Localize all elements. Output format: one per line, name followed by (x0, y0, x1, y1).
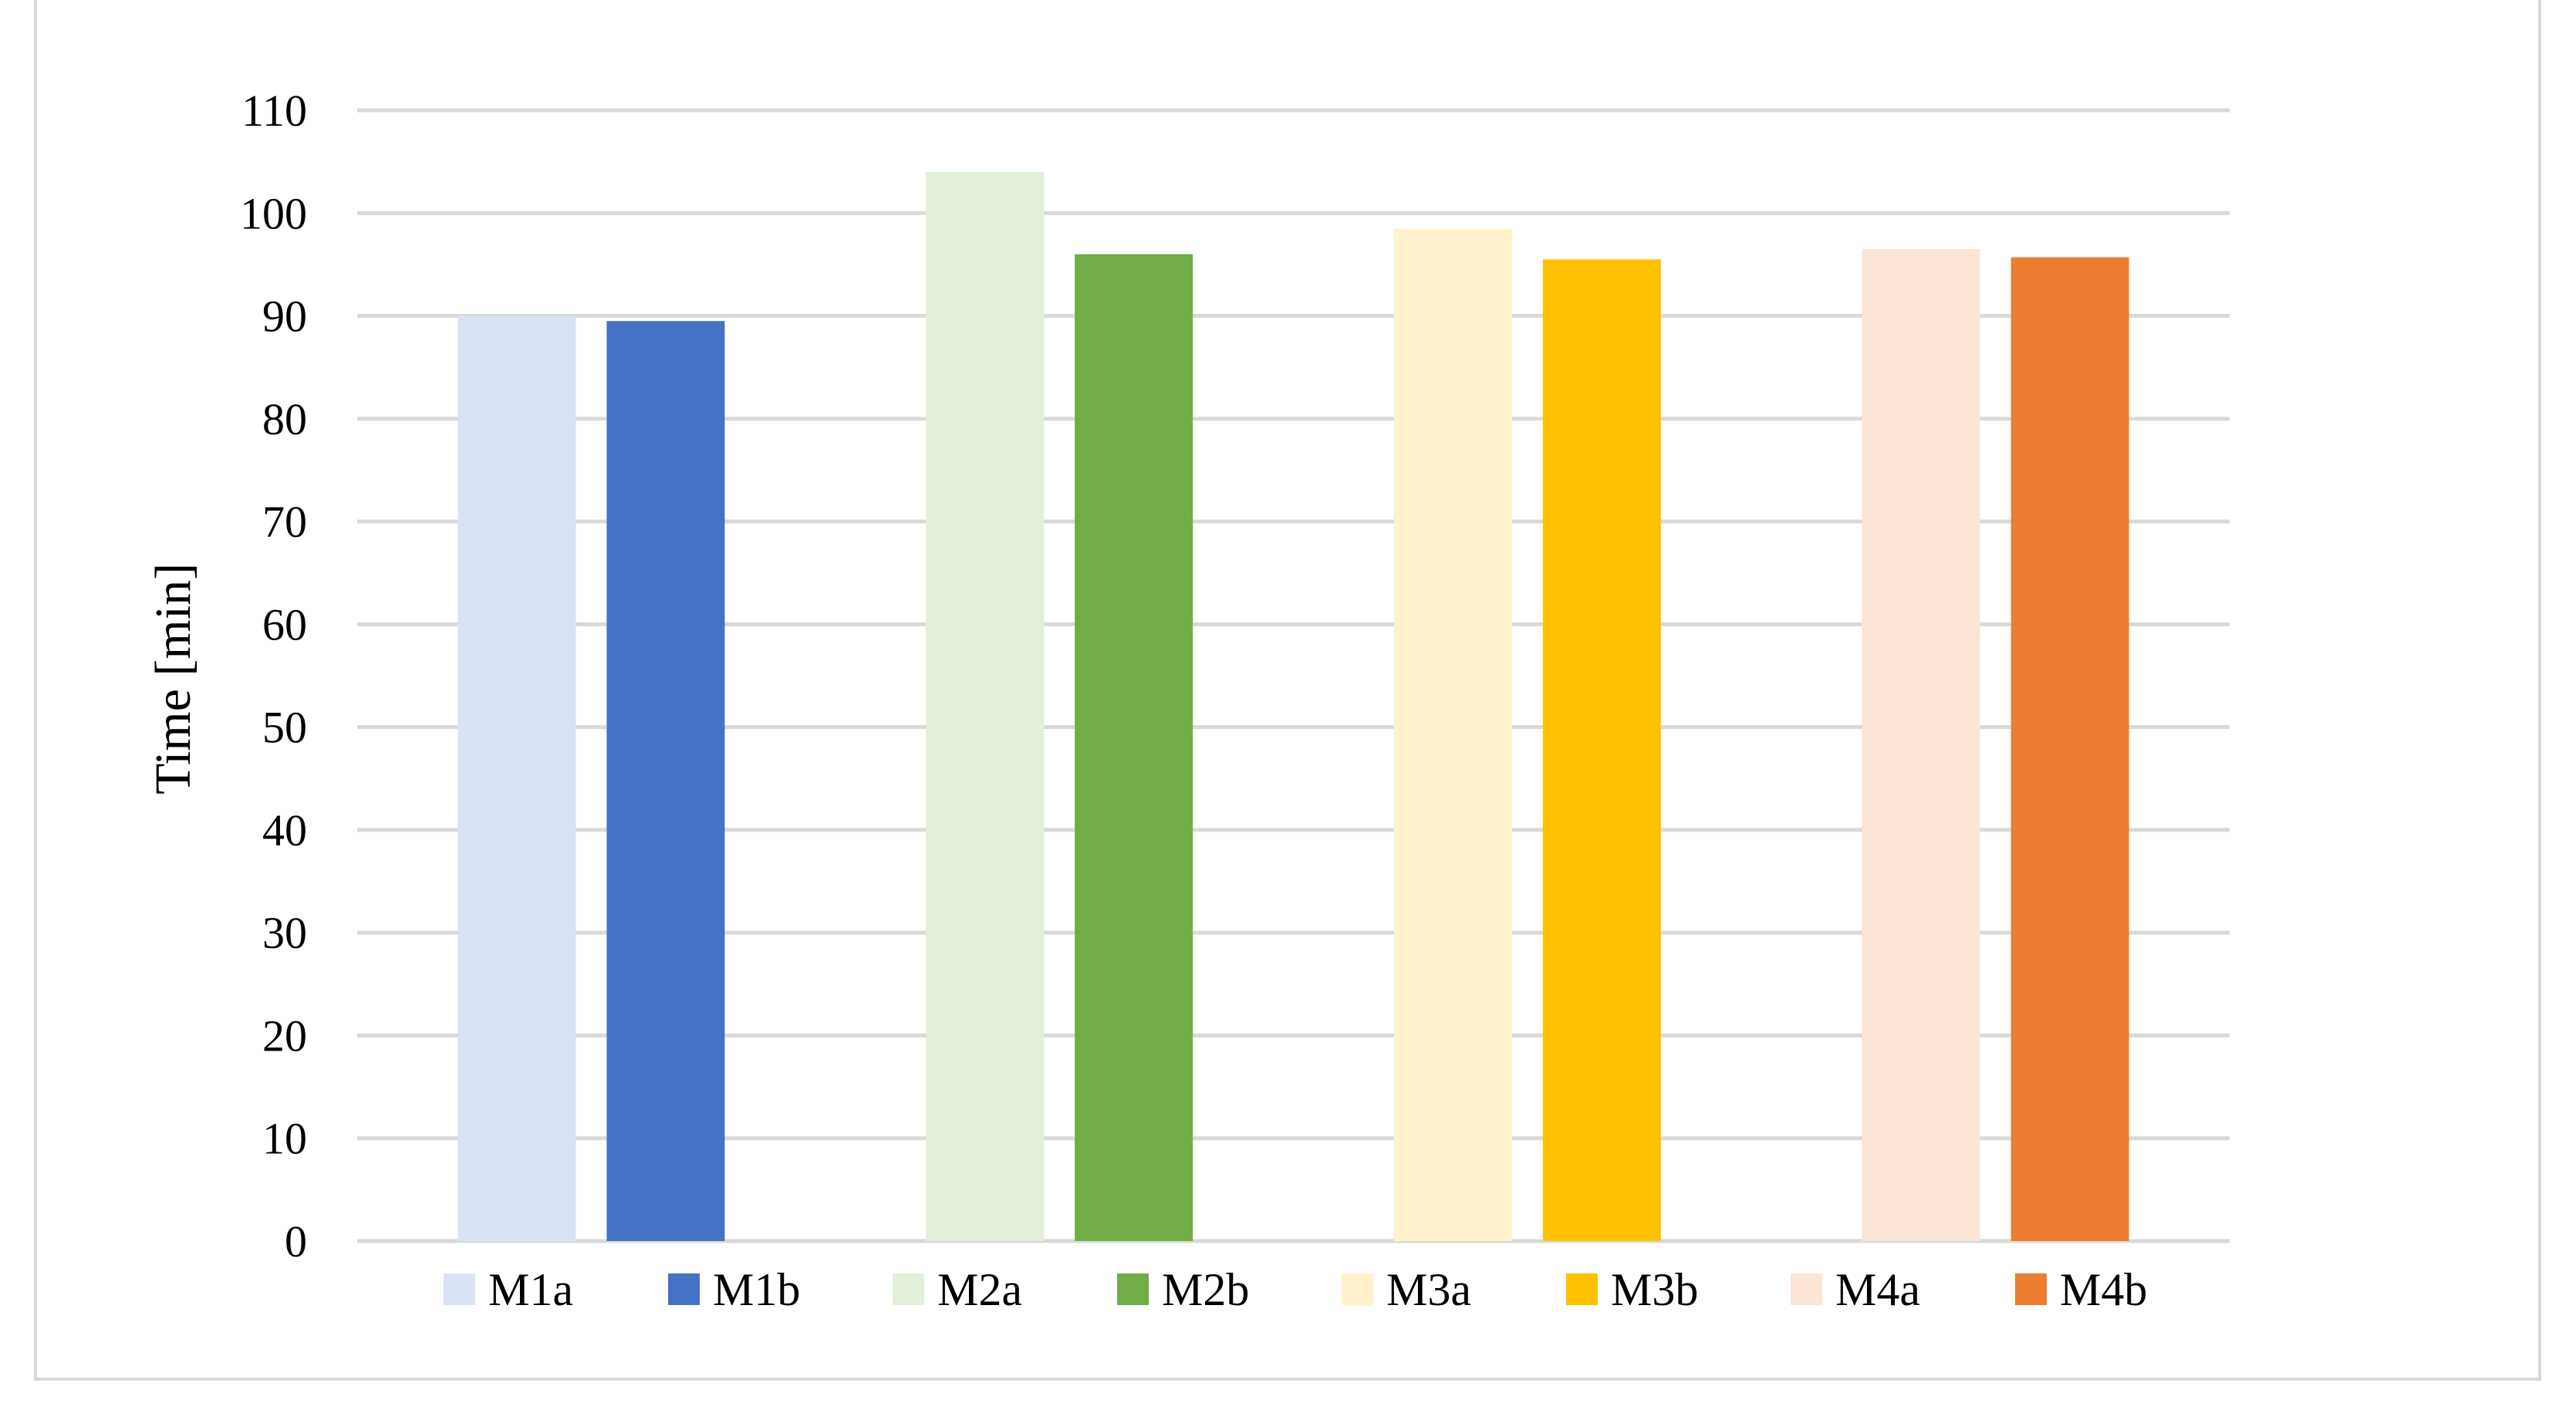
y-tick-label: 70 (262, 497, 307, 547)
bar-m1b (606, 321, 725, 1241)
legend-swatch-m3a (1342, 1273, 1373, 1305)
y-tick-label: 60 (262, 599, 307, 649)
y-tick-label: 30 (262, 908, 307, 958)
legend-label-m3a: M3a (1386, 1264, 1471, 1315)
bar-m3b (1542, 259, 1661, 1241)
legend-swatch-m2a (893, 1273, 924, 1305)
y-tick-label: 100 (240, 188, 307, 238)
bar-m4a (1862, 248, 1980, 1241)
y-tick-label: 20 (262, 1010, 307, 1061)
y-tick-label: 80 (262, 394, 307, 444)
legend-label-m4b: M4b (2060, 1264, 2147, 1315)
y-tick-label: 110 (241, 86, 307, 136)
y-axis-title: Time [min] (145, 563, 201, 794)
bar-m2b (1075, 254, 1193, 1242)
y-tick-label: 10 (262, 1114, 307, 1164)
bars (457, 171, 2129, 1242)
chart-frame (34, 0, 2541, 1381)
y-axis-ticks: 0 10 20 30 40 50 60 70 80 90 100 110 (240, 86, 307, 1267)
legend-swatch-m1b (668, 1273, 700, 1305)
y-tick-label: 0 (285, 1216, 307, 1267)
bar-m4b (2010, 257, 2129, 1242)
legend-label-m3b: M3b (1611, 1264, 1698, 1315)
legend-label-m1a: M1a (488, 1264, 573, 1315)
legend-swatch-m3b (1566, 1273, 1598, 1305)
y-tick-label: 90 (262, 292, 307, 342)
bar-m1a (457, 315, 576, 1242)
y-tick-label: 40 (262, 805, 307, 855)
legend-swatch-m4b (2015, 1273, 2047, 1305)
bar-m2a (926, 171, 1045, 1242)
bar-m3a (1393, 228, 1512, 1241)
legend-label-m1b: M1b (713, 1264, 800, 1315)
legend-label-m4a: M4a (1835, 1264, 1920, 1315)
legend-label-m2a: M2a (937, 1264, 1022, 1315)
legend: M1a M1b M2a M2b M3a M3b M4a M4b (444, 1264, 2147, 1315)
y-tick-label: 50 (262, 703, 307, 753)
legend-swatch-m1a (444, 1273, 475, 1305)
legend-swatch-m2b (1117, 1273, 1149, 1305)
legend-label-m2b: M2b (1162, 1264, 1249, 1315)
legend-swatch-m4a (1791, 1273, 1822, 1305)
